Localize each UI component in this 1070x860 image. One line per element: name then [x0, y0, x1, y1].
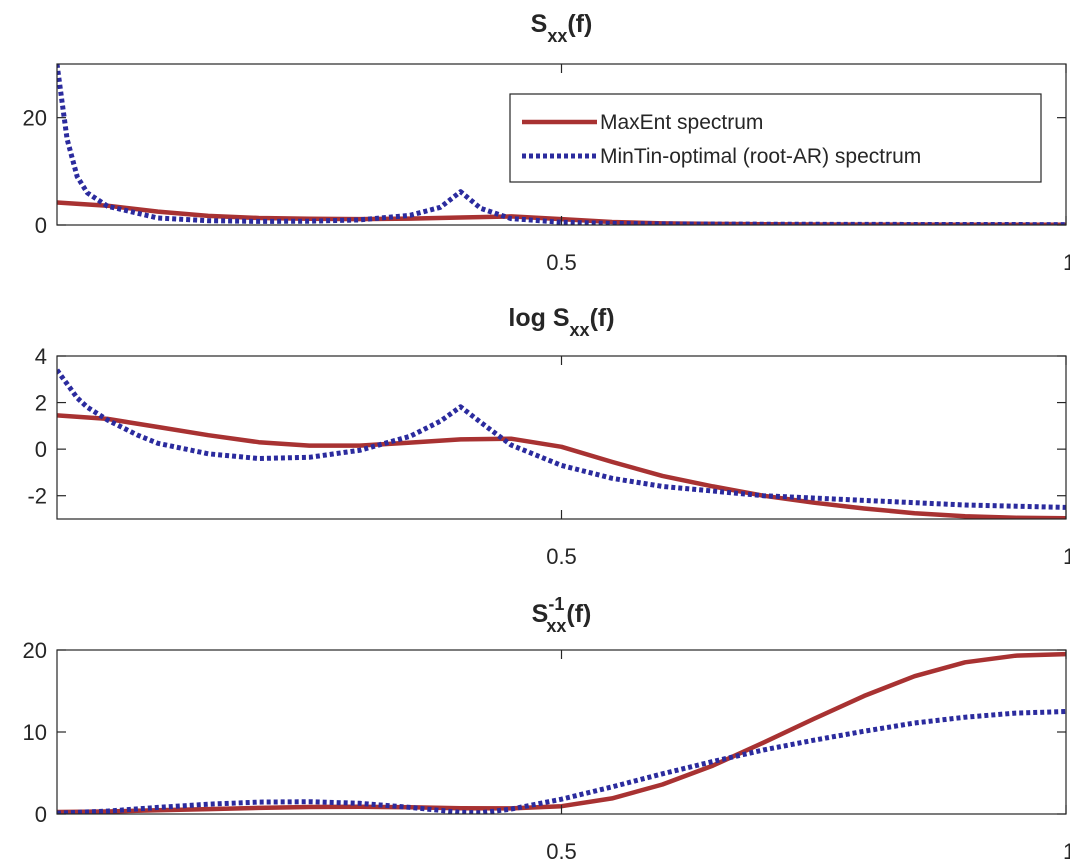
chart-panel-2: log Sxx(f) 0.5 1 -2 0 2 4: [27, 304, 1070, 569]
series-line-mintin: [57, 709, 1066, 814]
title-suffix: (f): [590, 304, 615, 332]
chart-panel-1: Sxx(f) 0.5 1 0 20 MaxEnt spectrum MinTin-optim…: [23, 10, 1070, 275]
title-base: S: [531, 10, 548, 38]
y-tick-label: 0: [35, 437, 47, 462]
y-tick-label: 20: [23, 106, 47, 131]
title-base: S: [553, 304, 570, 332]
x-tick-label: 1: [1063, 839, 1070, 860]
series-line-maxent: [57, 651, 1066, 814]
legend-label-maxent: MaxEnt spectrum: [600, 111, 763, 134]
y-tick-label: 20: [23, 638, 47, 663]
axes-box: [56, 355, 1067, 520]
series-line-mintin: [57, 64, 1066, 225]
y-tick-label: 0: [35, 802, 47, 827]
legend-box: [509, 93, 1042, 183]
title-base: S: [532, 600, 549, 628]
title-sub: xx: [546, 616, 566, 636]
chart-title: log Sxx(f): [508, 304, 614, 340]
title-suffix: (f): [567, 10, 592, 38]
legend-label-mintin: MinTin-optimal (root-AR) spectrum: [600, 145, 921, 168]
y-tick-label: 2: [35, 391, 47, 416]
title-sub: xx: [547, 26, 567, 46]
x-tick-label: 0.5: [546, 250, 577, 275]
x-tick-label: 0.5: [546, 544, 577, 569]
y-tick-label: 10: [23, 720, 47, 745]
series-line-mintin: [57, 368, 1066, 510]
x-tick-label: 1: [1063, 544, 1070, 569]
y-tick-label: 0: [35, 213, 47, 238]
legend: MaxEnt spectrum MinTin-optimal (root-AR) …: [509, 93, 1042, 183]
title-prefix: log: [508, 304, 552, 332]
chart-title: S-1 xx(f): [532, 594, 592, 636]
title-suffix: (f): [566, 600, 591, 628]
series-line-maxent: [57, 413, 1066, 519]
y-tick-label: -2: [27, 484, 47, 509]
title-sup: -1: [548, 594, 564, 614]
chart-title: Sxx(f): [531, 10, 593, 46]
x-tick-label: 1: [1063, 250, 1070, 275]
x-tick-label: 0.5: [546, 839, 577, 860]
title-sub: xx: [570, 320, 590, 340]
y-tick-label: 4: [35, 344, 47, 369]
